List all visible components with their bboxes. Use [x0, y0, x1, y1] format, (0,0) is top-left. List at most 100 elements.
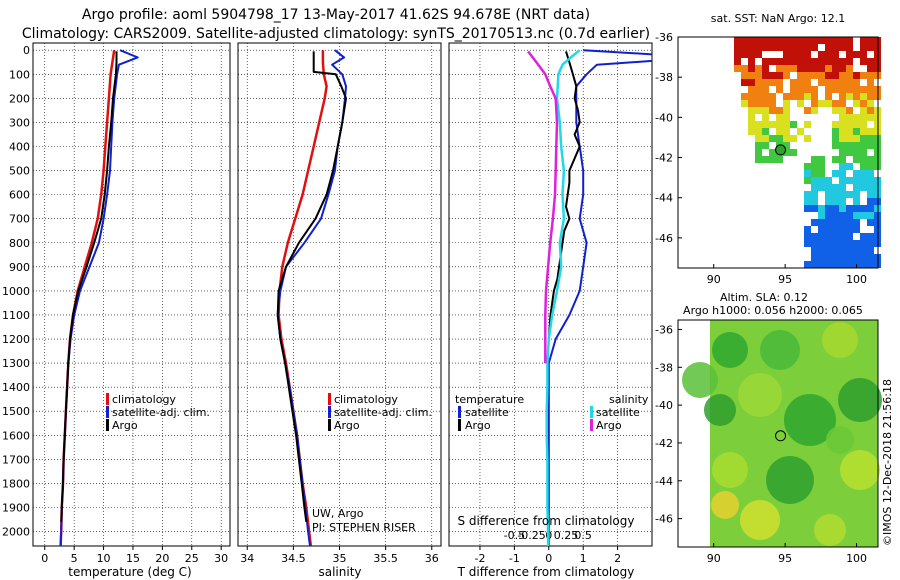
sst-cell: [748, 44, 755, 51]
salinity-series: [276, 49, 347, 546]
legend-satellite: satellite-adj. clim.: [112, 406, 210, 419]
sst-cell: [846, 177, 853, 184]
x-tick-label: 1: [580, 552, 587, 565]
sst-cell: [818, 177, 825, 184]
lat-tick-label: -40: [655, 399, 673, 412]
sst-cell: [748, 107, 755, 114]
sst-cell: [818, 212, 825, 219]
sst-cell: [811, 44, 818, 51]
sst-cell: [804, 51, 811, 58]
sst-cell: [811, 254, 818, 261]
sst-cell: [825, 65, 832, 72]
sst-cell: [811, 191, 818, 198]
sst-cell: [860, 247, 867, 254]
sst-cell: [790, 149, 797, 156]
legend-t-satellite: satellite: [465, 406, 509, 419]
sst-cell: [825, 205, 832, 212]
depth-tick-label: 1200: [2, 333, 30, 346]
sla-feature: [740, 500, 780, 540]
s-difference-xlabel: S difference from climatology: [458, 514, 635, 528]
sst-cell: [860, 37, 867, 44]
sst-cell: [832, 58, 839, 65]
sla-feature: [704, 394, 736, 426]
sst-cell: [853, 184, 860, 191]
sst-cell: [832, 191, 839, 198]
sst-cell: [769, 149, 776, 156]
pi-annotation-2: PI: STEPHEN RISER: [312, 521, 416, 534]
depth-tick-label: 1700: [2, 453, 30, 466]
sst-cell: [860, 72, 867, 79]
sst-cell: [846, 44, 853, 51]
sst-cell: [860, 205, 867, 212]
sst-cell: [846, 65, 853, 72]
imos-credit: ©IMOS 12-Dec-2018 21:56:18: [881, 379, 894, 546]
legend-s-satellite: satellite: [596, 406, 640, 419]
x-tick-label: -1: [509, 552, 520, 565]
s-tick-label: -0.5: [504, 529, 525, 542]
lat-tick-label: -38: [655, 361, 673, 374]
sst-cell: [769, 156, 776, 163]
sst-cell: [853, 254, 860, 261]
sst-cell: [853, 135, 860, 142]
sst-cell: [853, 240, 860, 247]
depth-tick-label: 100: [9, 68, 30, 81]
sst-cell: [860, 51, 867, 58]
sst-cell: [825, 219, 832, 226]
sst-cell: [755, 93, 762, 100]
sst-cell: [783, 72, 790, 79]
argo-line: [60, 51, 118, 522]
temperature-legend: climatology satellite-adj. clim. Argo: [106, 393, 210, 432]
lat-tick-label: -36: [655, 323, 673, 336]
t-satellite-line: [547, 49, 652, 546]
sst-cell: [846, 86, 853, 93]
sst-cell: [846, 191, 853, 198]
sst-cell: [860, 128, 867, 135]
legend-temperature-title: temperature: [455, 393, 524, 406]
sst-map-title: sat. SST: NaN Argo: 12.1: [711, 12, 845, 25]
pi-annotation-1: UW, Argo: [312, 507, 364, 520]
difference-legend: temperature salinity satellite Argo sate…: [455, 393, 649, 432]
sst-cell: [783, 51, 790, 58]
sst-cell: [825, 184, 832, 191]
sst-cell: [797, 100, 804, 107]
sst-cell: [769, 58, 776, 65]
sst-cell: [839, 247, 846, 254]
sst-cell: [804, 86, 811, 93]
sst-cell: [762, 58, 769, 65]
sst-cell: [741, 79, 748, 86]
temperature-frame: [32, 42, 231, 547]
sst-cell: [769, 37, 776, 44]
sst-cell: [846, 58, 853, 65]
sst-cell: [853, 72, 860, 79]
sst-cell: [825, 79, 832, 86]
sst-cell: [755, 121, 762, 128]
argo-position-marker: [775, 144, 787, 156]
depth-tick-label: 1300: [2, 357, 30, 370]
sst-cell: [783, 121, 790, 128]
sst-cell: [853, 114, 860, 121]
sla-map-title-1: Altim. SLA: 0.12: [720, 291, 808, 304]
sst-cell: [762, 142, 769, 149]
sst-cell: [790, 37, 797, 44]
x-tick-label: 10: [97, 552, 111, 565]
sst-cell: [790, 121, 797, 128]
lon-tick-label: 100: [846, 273, 867, 286]
sst-cell: [769, 44, 776, 51]
sst-cell: [860, 44, 867, 51]
sst-cell: [867, 247, 874, 254]
sst-cell: [755, 156, 762, 163]
x-tick-label: 25: [185, 552, 199, 565]
sst-cell: [867, 205, 874, 212]
depth-tick-label: 0: [23, 44, 30, 57]
sst-cell: [762, 86, 769, 93]
sst-cell: [832, 233, 839, 240]
sst-cell: [846, 114, 853, 121]
sst-cell: [832, 247, 839, 254]
salinity-panel: 34 34.5 35 35.5 36 salinity climatology sate…: [237, 42, 442, 579]
lon-tick-label: 90: [707, 552, 721, 565]
sst-cell: [825, 177, 832, 184]
sst-cell: [832, 79, 839, 86]
lon-tick-label: 90: [707, 273, 721, 286]
sst-cell: [846, 247, 853, 254]
sst-cell: [832, 212, 839, 219]
